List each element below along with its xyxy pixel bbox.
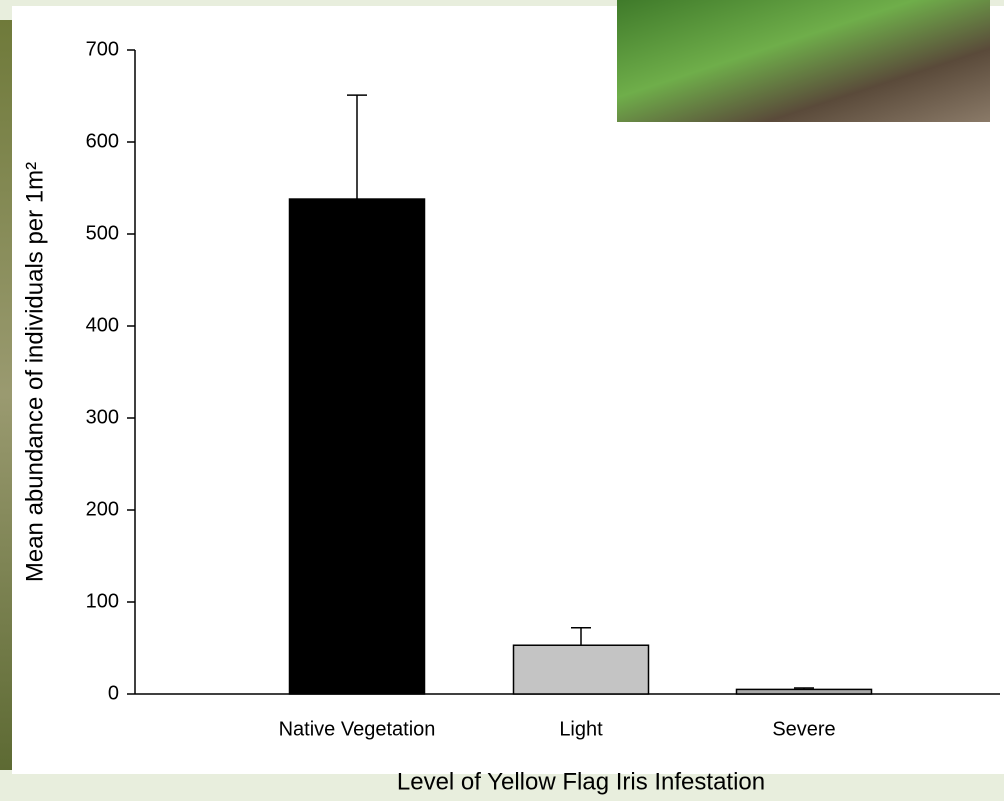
photo-inset [617, 0, 990, 122]
x-tick-label: Native Vegetation [279, 718, 436, 740]
x-axis-label: Level of Yellow Flag Iris Infestation [397, 768, 765, 795]
y-tick-label: 300 [86, 406, 119, 428]
x-tick-label: Light [559, 718, 603, 740]
y-tick-label: 400 [86, 314, 119, 336]
x-tick-label: Severe [772, 718, 835, 740]
y-tick-label: 600 [86, 130, 119, 152]
y-tick-label: 500 [86, 222, 119, 244]
bar [735, 688, 873, 695]
y-tick-label: 100 [86, 590, 119, 612]
bar [288, 198, 426, 695]
y-tick-label: 0 [108, 682, 119, 704]
photo-strip [0, 20, 12, 770]
y-tick-label: 200 [86, 498, 119, 520]
y-tick-label: 700 [86, 38, 119, 60]
bar [512, 644, 650, 695]
plot-panel [12, 6, 1004, 774]
y-axis-label: Mean abundance of individuals per 1m² [21, 162, 48, 582]
